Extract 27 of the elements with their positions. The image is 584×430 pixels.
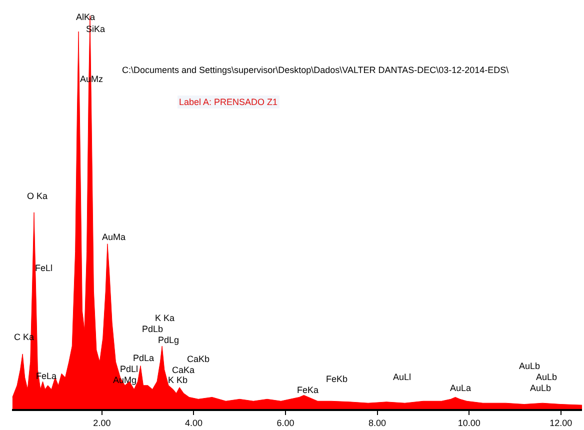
annotation: PdLb	[142, 324, 164, 334]
annotation: O Ka	[27, 191, 48, 201]
x-tick-label: 8.00	[368, 418, 386, 428]
annotation: AuLb	[530, 383, 552, 393]
x-tick-label: 12.00	[550, 418, 572, 428]
annotation: CaKb	[187, 354, 210, 364]
annotation: FeLl	[35, 263, 53, 273]
annotation: AuLa	[450, 383, 472, 393]
x-tick-label: 2.00	[93, 418, 111, 428]
annotation: PdLa	[133, 353, 154, 363]
annotation: AuLb	[536, 372, 558, 382]
annotation: K Ka	[155, 313, 175, 323]
annotation: PdLl	[120, 364, 138, 374]
text: C:\Documents and Settings\supervisor\Desktop\Dados\VALTER DANTAS-DEC\03-12-2014-EDS\	[122, 65, 510, 75]
annotation: AlKa	[76, 12, 96, 22]
annotation: FeKa	[297, 385, 319, 395]
annotation: FeKb	[326, 374, 348, 384]
annotation: AuLb	[519, 361, 540, 371]
text: Label A: PRENSADO Z1	[179, 97, 278, 107]
x-tick-label: 10.00	[458, 418, 480, 428]
annotation: AuMa	[102, 232, 126, 242]
x-tick-label: 6.00	[276, 418, 294, 428]
x-tick-label: 4.00	[184, 418, 203, 428]
annotation: AuLl	[393, 372, 412, 382]
annotation: PdLg	[158, 335, 180, 345]
annotation: K Kb	[168, 375, 188, 385]
annotation: CaKa	[172, 365, 195, 375]
